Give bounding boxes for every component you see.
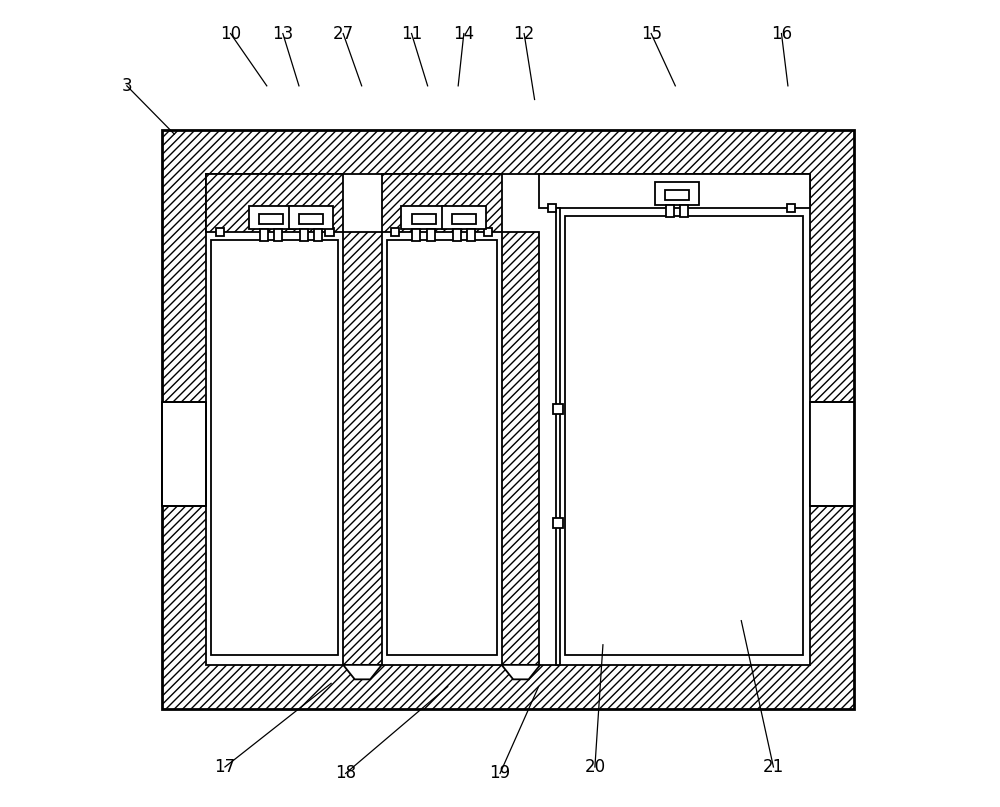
- Text: 27: 27: [333, 24, 354, 43]
- Polygon shape: [343, 665, 382, 679]
- Bar: [553, 404, 563, 414]
- Text: 14: 14: [453, 24, 474, 43]
- Bar: [162, 402, 206, 507]
- Bar: [387, 240, 497, 655]
- Bar: [274, 229, 282, 241]
- Text: 21: 21: [763, 758, 784, 776]
- Bar: [391, 228, 399, 236]
- Bar: [655, 182, 699, 205]
- Bar: [565, 216, 803, 655]
- Bar: [484, 228, 492, 236]
- Text: 18: 18: [335, 764, 356, 783]
- Text: 17: 17: [214, 758, 236, 776]
- Bar: [412, 214, 436, 224]
- Bar: [206, 174, 343, 232]
- Bar: [249, 207, 293, 229]
- Bar: [211, 240, 338, 655]
- Bar: [442, 207, 486, 229]
- Text: 19: 19: [489, 764, 511, 783]
- Bar: [556, 208, 560, 665]
- Bar: [162, 130, 854, 709]
- Bar: [382, 174, 502, 232]
- Bar: [260, 229, 268, 241]
- Text: 15: 15: [641, 24, 662, 43]
- Bar: [300, 229, 308, 241]
- Text: 11: 11: [401, 24, 422, 43]
- Text: 12: 12: [514, 24, 535, 43]
- Bar: [289, 207, 333, 229]
- Bar: [539, 174, 810, 208]
- Bar: [299, 214, 323, 224]
- Bar: [401, 207, 446, 229]
- Bar: [427, 229, 435, 241]
- Bar: [502, 232, 539, 665]
- Bar: [412, 229, 420, 241]
- Polygon shape: [502, 665, 540, 679]
- Text: 20: 20: [584, 758, 605, 776]
- Bar: [314, 229, 322, 241]
- Bar: [206, 174, 810, 665]
- Text: 3: 3: [122, 77, 132, 95]
- Bar: [680, 205, 688, 217]
- Bar: [666, 205, 674, 217]
- Bar: [325, 228, 334, 236]
- Bar: [553, 518, 563, 528]
- Bar: [810, 402, 854, 507]
- Bar: [343, 232, 382, 665]
- Bar: [467, 229, 475, 241]
- Bar: [548, 204, 556, 212]
- Bar: [259, 214, 283, 224]
- Bar: [787, 204, 795, 212]
- Bar: [453, 229, 461, 241]
- Bar: [665, 190, 689, 200]
- Text: 16: 16: [771, 24, 792, 43]
- Bar: [452, 214, 476, 224]
- Text: 10: 10: [220, 24, 241, 43]
- Bar: [216, 228, 224, 236]
- Text: 13: 13: [272, 24, 293, 43]
